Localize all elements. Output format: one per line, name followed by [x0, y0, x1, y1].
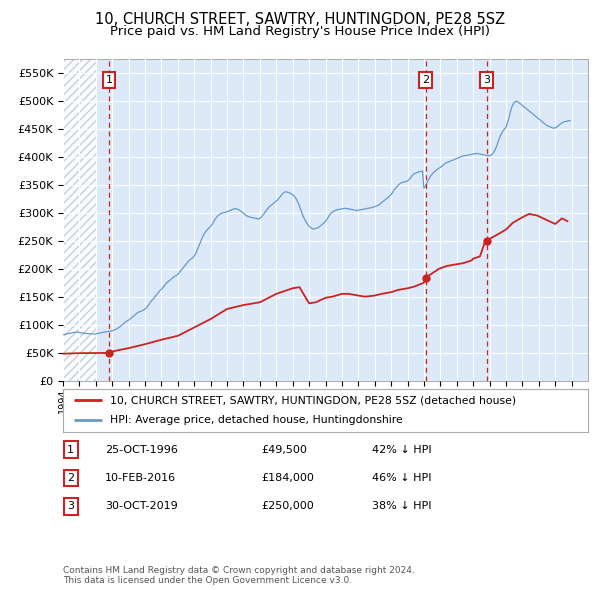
Text: 10, CHURCH STREET, SAWTRY, HUNTINGDON, PE28 5SZ (detached house): 10, CHURCH STREET, SAWTRY, HUNTINGDON, P…: [110, 395, 517, 405]
Text: 3: 3: [67, 502, 74, 511]
Text: 3: 3: [483, 75, 490, 85]
Text: 25-OCT-1996: 25-OCT-1996: [105, 445, 178, 454]
Text: Contains HM Land Registry data © Crown copyright and database right 2024.
This d: Contains HM Land Registry data © Crown c…: [63, 566, 415, 585]
Text: 10, CHURCH STREET, SAWTRY, HUNTINGDON, PE28 5SZ: 10, CHURCH STREET, SAWTRY, HUNTINGDON, P…: [95, 12, 505, 27]
Text: £184,000: £184,000: [261, 473, 314, 483]
Text: £49,500: £49,500: [261, 445, 307, 454]
Text: Price paid vs. HM Land Registry's House Price Index (HPI): Price paid vs. HM Land Registry's House …: [110, 25, 490, 38]
Bar: [63, 59, 96, 381]
Text: 30-OCT-2019: 30-OCT-2019: [105, 502, 178, 511]
Text: 10-FEB-2016: 10-FEB-2016: [105, 473, 176, 483]
Text: 38% ↓ HPI: 38% ↓ HPI: [372, 502, 431, 511]
Text: 1: 1: [106, 75, 113, 85]
Text: 42% ↓ HPI: 42% ↓ HPI: [372, 445, 431, 454]
Text: 1: 1: [67, 445, 74, 454]
Text: 46% ↓ HPI: 46% ↓ HPI: [372, 473, 431, 483]
Text: 2: 2: [67, 473, 74, 483]
Text: HPI: Average price, detached house, Huntingdonshire: HPI: Average price, detached house, Hunt…: [110, 415, 403, 425]
Text: 2: 2: [422, 75, 429, 85]
Text: £250,000: £250,000: [261, 502, 314, 511]
